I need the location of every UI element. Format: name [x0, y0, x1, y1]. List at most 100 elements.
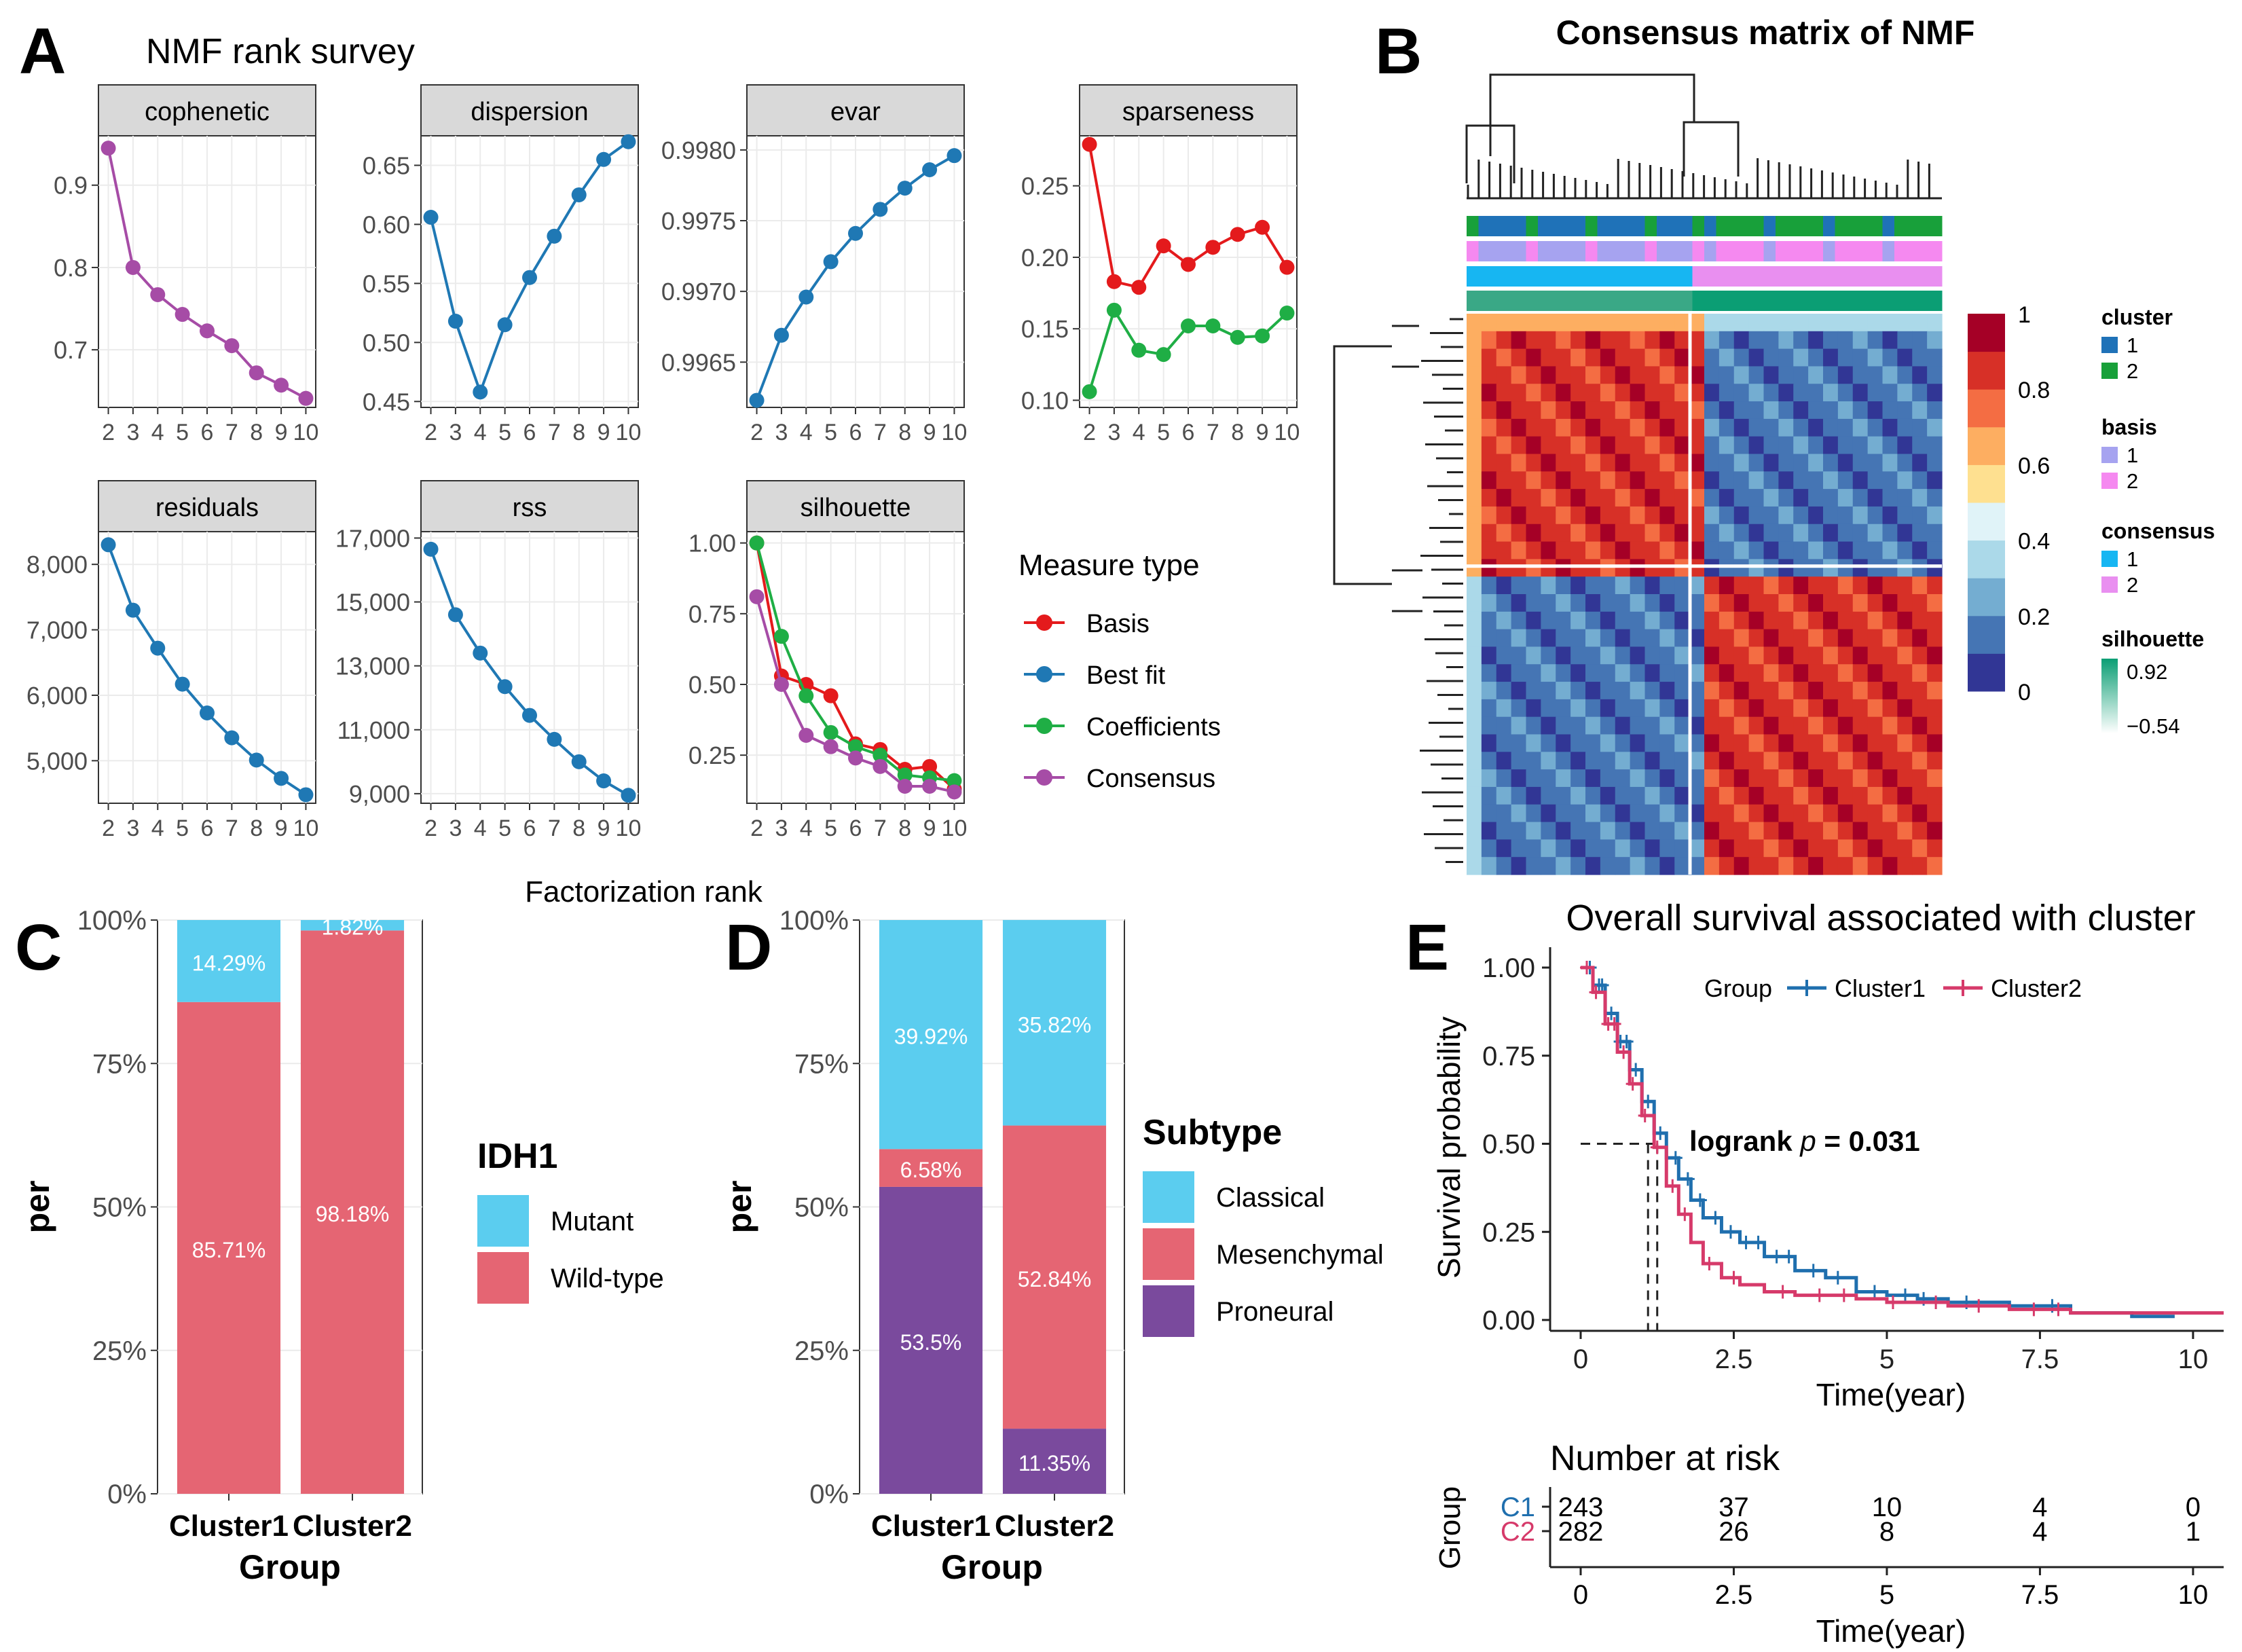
x-tick-label: 2	[424, 815, 437, 841]
heatmap-cell	[1793, 418, 1809, 437]
x-tick-label: 3	[449, 815, 462, 841]
track-cell	[1514, 216, 1526, 236]
heatmap-cell	[1927, 331, 1943, 350]
track-cell	[1811, 266, 1824, 287]
heatmap-cell	[1927, 559, 1943, 577]
heatmap-cell	[1867, 786, 1883, 805]
x-tick-label: 6	[523, 815, 536, 841]
heatmap-cell	[1556, 331, 1571, 350]
heatmap-cell	[1467, 576, 1482, 595]
heatmap-cell	[1674, 857, 1690, 875]
track-cell	[1467, 216, 1479, 236]
heatmap-cell	[1823, 576, 1839, 595]
risk-count: 10	[1872, 1492, 1903, 1522]
heatmap-cell	[1585, 839, 1601, 858]
track-cell	[1823, 266, 1835, 287]
data-point	[274, 378, 289, 393]
bar-segment	[300, 930, 405, 1494]
heatmap-cell	[1897, 506, 1913, 525]
heatmap-cell	[1689, 576, 1705, 595]
heatmap-cell	[1823, 804, 1839, 823]
heatmap-cell	[1689, 401, 1705, 420]
heatmap-cell	[1585, 646, 1601, 665]
heatmap-cell	[1867, 559, 1883, 577]
bar-segment	[177, 1002, 281, 1494]
heatmap-cell	[1644, 822, 1660, 840]
track-cell	[1562, 241, 1574, 261]
data-point	[447, 607, 463, 623]
heatmap-cell	[1600, 839, 1616, 858]
heatmap-cell	[1615, 716, 1631, 735]
heatmap-cell	[1615, 331, 1631, 350]
heatmap-cell	[1763, 804, 1779, 823]
track-cell	[1668, 266, 1681, 287]
y-tick-label: 7,000	[26, 617, 88, 644]
heatmap-cell	[1467, 489, 1482, 507]
heatmap-cell	[1763, 646, 1779, 665]
heatmap-cell	[1541, 769, 1556, 788]
heatmap-cell	[1630, 401, 1646, 420]
heatmap-cell	[1912, 401, 1928, 420]
facet-strip-label: rss	[513, 494, 547, 522]
heatmap-cell	[1511, 682, 1527, 700]
risk-count: 8	[1879, 1517, 1894, 1547]
heatmap-cell	[1733, 804, 1750, 823]
track-cell	[1502, 216, 1515, 236]
heatmap-cell	[1481, 752, 1497, 770]
heatmap-cell	[1615, 401, 1631, 420]
track-cell	[1858, 291, 1871, 311]
heatmap-cell	[1541, 471, 1556, 490]
heatmap-cell	[1511, 436, 1527, 455]
top-dendrogram	[1465, 73, 1942, 200]
heatmap-cell	[1793, 629, 1809, 648]
data-point	[897, 767, 913, 783]
heatmap-cell	[1882, 436, 1898, 455]
heatmap-cell	[1704, 594, 1720, 612]
heatmap-cell	[1763, 559, 1779, 577]
heatmap-cell	[1927, 489, 1943, 507]
colorbar-swatch	[1968, 389, 2005, 428]
heatmap-cell	[1644, 769, 1660, 788]
heatmap-cell	[1778, 454, 1794, 472]
heatmap-cell	[1793, 716, 1809, 735]
heatmap-cell	[1867, 716, 1883, 735]
censor-mark	[1806, 1264, 1820, 1278]
heatmap-cell	[1823, 822, 1839, 840]
legend-label: 0.92	[2127, 660, 2167, 684]
heatmap-cell	[1897, 348, 1913, 367]
heatmap-cell	[1496, 506, 1512, 525]
heatmap-cell	[1644, 454, 1660, 472]
heatmap-cell	[1837, 611, 1854, 630]
heatmap-cell	[1541, 348, 1556, 367]
heatmap-cell	[1852, 682, 1869, 700]
heatmap-cell	[1912, 559, 1928, 577]
heatmap-cell	[1570, 418, 1586, 437]
data-point	[621, 788, 636, 803]
heatmap-cell	[1585, 629, 1601, 648]
x-tick-label: 8	[898, 815, 911, 841]
heatmap-cell	[1793, 436, 1809, 455]
track-cell	[1585, 291, 1598, 311]
heatmap-cell	[1882, 454, 1898, 472]
heatmap-cell	[1808, 314, 1824, 332]
data-point	[947, 773, 962, 788]
dendro-root	[1489, 73, 1695, 156]
heatmap-cell	[1823, 786, 1839, 805]
heatmap-cell	[1630, 489, 1646, 507]
heatmap-cell	[1585, 366, 1601, 384]
data-point	[1230, 329, 1245, 345]
heatmap-cell	[1644, 436, 1660, 455]
track-cell	[1847, 241, 1859, 261]
heatmap-cell	[1541, 611, 1556, 630]
track-cell	[1918, 291, 1930, 311]
track-cell	[1776, 291, 1788, 311]
legend-key-point	[1036, 718, 1052, 734]
track-cell	[1668, 241, 1681, 261]
data-point	[798, 728, 814, 743]
heatmap-cell	[1719, 664, 1735, 682]
heatmap-cell	[1704, 857, 1720, 875]
heatmap-cell	[1674, 559, 1690, 577]
track-cell	[1680, 266, 1693, 287]
bar-data-label: 35.82%	[1018, 1012, 1092, 1037]
